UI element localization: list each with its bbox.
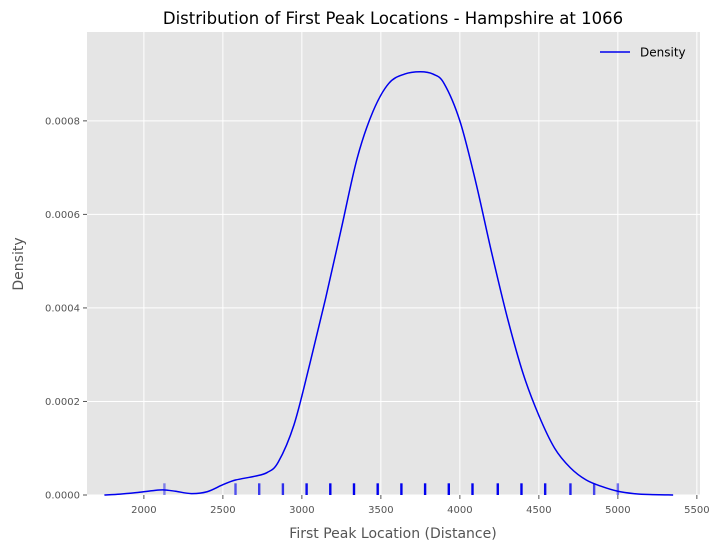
legend: Density (600, 46, 686, 60)
x-tick-label: 3000 (289, 505, 314, 516)
x-axis-ticks: 2000 2500 3000 3500 4000 4500 5000 5500 (131, 495, 710, 516)
y-tick-label: 0.0000 (45, 491, 80, 502)
y-axis-ticks: 0.0000 0.0002 0.0004 0.0006 0.0008 (45, 116, 87, 502)
grid (87, 32, 700, 496)
y-tick-label: 0.0006 (45, 210, 80, 221)
rug-marks (163, 483, 620, 495)
y-tick-label: 0.0002 (45, 397, 80, 408)
y-axis-label: Density (11, 237, 27, 290)
x-axis-label: First Peak Location (Distance) (289, 526, 496, 542)
plot-background (87, 32, 700, 495)
legend-label-density: Density (640, 46, 686, 60)
x-tick-label: 2000 (131, 505, 156, 516)
x-tick-label: 5500 (684, 505, 709, 516)
x-tick-label: 5000 (605, 505, 630, 516)
y-tick-label: 0.0004 (45, 303, 80, 314)
x-tick-label: 3500 (368, 505, 393, 516)
x-tick-label: 4000 (447, 505, 472, 516)
series-line-density (104, 71, 674, 496)
x-tick-label: 4500 (526, 505, 551, 516)
chart-title: Distribution of First Peak Locations - H… (163, 9, 623, 28)
x-tick-label: 2500 (210, 505, 235, 516)
series-group (104, 71, 674, 496)
y-tick-label: 0.0008 (45, 116, 80, 127)
